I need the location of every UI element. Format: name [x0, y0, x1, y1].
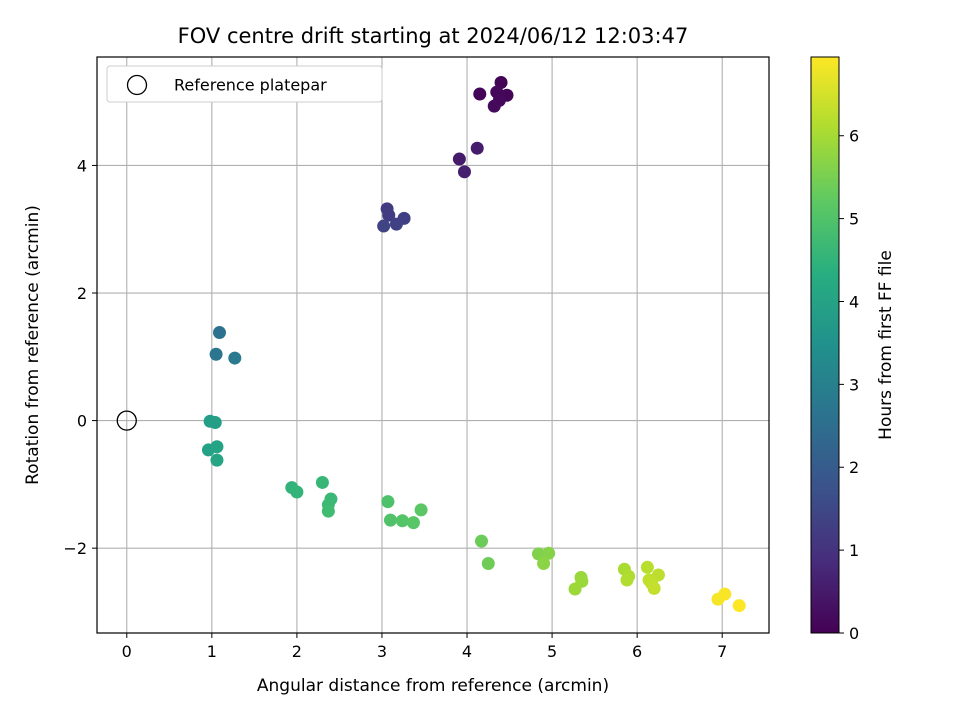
- colorbar-tick-label: 2: [849, 458, 859, 477]
- data-point: [537, 556, 551, 570]
- data-point: [620, 573, 634, 587]
- data-point: [383, 513, 397, 527]
- colorbar-tick-label: 1: [849, 541, 859, 560]
- colorbar: [810, 56, 840, 634]
- data-point: [531, 547, 545, 561]
- x-axis-label: Angular distance from reference (arcmin): [257, 676, 609, 696]
- data-point: [568, 582, 582, 596]
- y-tick-label: 0: [77, 412, 87, 431]
- legend-marker: [126, 74, 148, 96]
- colorbar-tick-label: 4: [849, 292, 859, 311]
- x-tick-label: 6: [632, 642, 642, 661]
- colorbar-tick-label: 0: [849, 624, 859, 643]
- colorbar-tick-label: 5: [849, 210, 859, 229]
- data-point: [382, 208, 396, 222]
- colorbar-tick-label: 3: [849, 375, 859, 394]
- data-point: [640, 560, 654, 574]
- colorbar-tick-label: 6: [849, 127, 859, 146]
- y-axis-label: Rotation from reference (arcmin): [23, 205, 43, 485]
- grid: [97, 57, 769, 633]
- data-point: [647, 581, 661, 595]
- data-point: [212, 326, 226, 340]
- data-point: [457, 165, 471, 179]
- data-point: [377, 219, 391, 233]
- data-point: [406, 516, 420, 530]
- data-point: [321, 504, 335, 518]
- data-point: [542, 546, 556, 560]
- data-point: [209, 347, 223, 361]
- colorbar-ticks: 0 1 2 3 4 5 6: [839, 127, 859, 643]
- data-point: [414, 503, 428, 517]
- data-point: [210, 440, 224, 454]
- data-point: [315, 475, 329, 489]
- axis-ticks: 0 1 2 3 4 5 6 7 −2 0 2 4: [63, 156, 727, 661]
- data-point: [487, 99, 501, 113]
- y-tick-label: 2: [77, 284, 87, 303]
- x-tick-label: 4: [462, 642, 472, 661]
- data-point: [389, 217, 403, 231]
- reference-platepar-point: [116, 410, 137, 431]
- data-point: [481, 556, 495, 570]
- chart-title: FOV centre drift starting at 2024/06/12 …: [178, 24, 689, 48]
- x-tick-label: 5: [547, 642, 557, 661]
- y-tick-label: 4: [77, 156, 87, 175]
- data-point: [208, 416, 222, 430]
- data-point: [290, 485, 304, 499]
- data-point: [395, 514, 409, 528]
- y-tick-label: −2: [63, 539, 87, 558]
- data-point: [473, 87, 487, 101]
- data-point: [470, 141, 484, 155]
- legend: Reference platepar: [106, 65, 383, 103]
- x-tick-label: 7: [717, 642, 727, 661]
- legend-label: Reference platepar: [174, 76, 327, 95]
- plot-frame: [96, 56, 770, 634]
- data-point: [474, 534, 488, 548]
- data-point: [732, 599, 746, 613]
- x-tick-label: 0: [122, 642, 132, 661]
- data-point: [210, 453, 224, 467]
- legend-box: [106, 65, 383, 103]
- data-point: [452, 152, 466, 166]
- x-tick-label: 1: [207, 642, 217, 661]
- data-point: [381, 495, 395, 509]
- x-tick-label: 2: [292, 642, 302, 661]
- data-points: [116, 76, 746, 613]
- data-point: [228, 351, 242, 365]
- x-tick-label: 3: [377, 642, 387, 661]
- data-point: [718, 587, 732, 601]
- colorbar-label: Hours from first FF file: [876, 250, 896, 440]
